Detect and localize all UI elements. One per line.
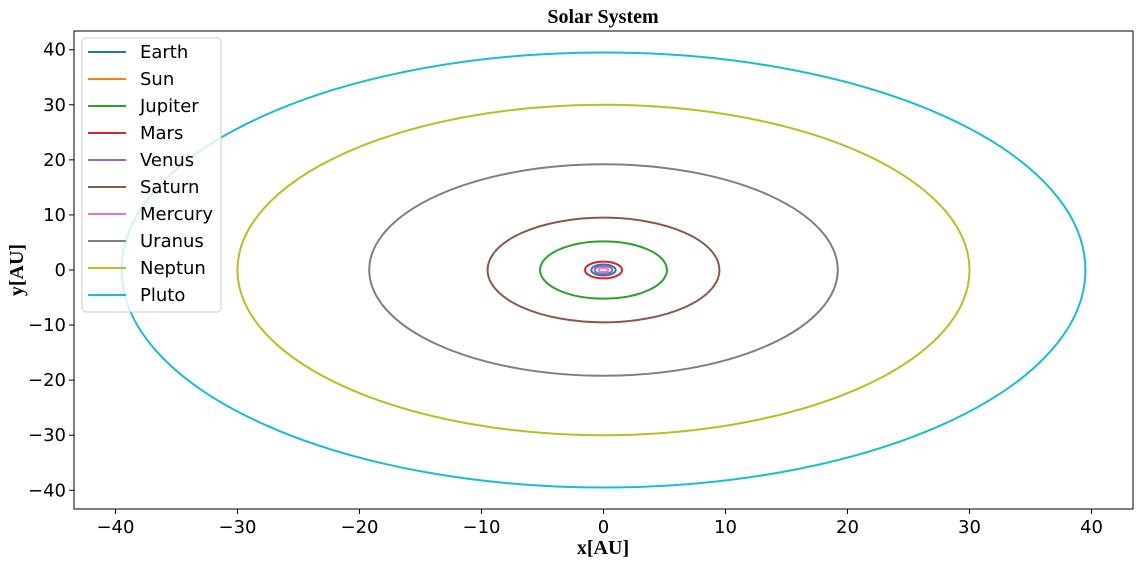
axis-ticks: −40 −30 −20 −10 0 10 20 30 40 −40 −30 −20 −10 0 10 20 30… [28,40,1103,538]
legend-label-pluto: Pluto [140,285,185,306]
legend-label-saturn: Saturn [140,177,199,198]
orbit-neptun [236,103,971,437]
y-tick-label: 20 [43,150,66,171]
y-tick-label: −20 [28,370,66,391]
y-tick-label: 0 [55,260,66,281]
y-tick-label: −10 [28,315,66,336]
x-tick-label: 0 [598,517,609,538]
x-tick-label: −30 [218,517,256,538]
x-axis-label: x[AU] [577,537,629,559]
legend-label-mars: Mars [140,123,183,144]
y-tick-label: −30 [28,425,66,446]
plot-area [73,30,1134,510]
x-tick-label: −20 [340,517,378,538]
chart-title: Solar System [547,6,659,28]
orbit-mars [583,260,624,280]
legend-label-jupiter: Jupiter [139,96,199,117]
orbit-uranus [368,163,839,377]
legend-label-venus: Venus [140,150,194,171]
y-tick-label: 10 [43,205,66,226]
x-tick-label: −40 [96,517,134,538]
x-tick-label: 40 [1080,517,1103,538]
orbit-earth [590,263,617,277]
y-tick-label: −40 [28,480,66,501]
orbit-lines [120,51,1087,489]
y-tick-label: 40 [43,40,66,61]
x-tick-label: 10 [714,517,737,538]
legend: Earth Sun Jupiter Mars Venus Saturn Mercury Ura… [81,37,222,313]
orbit-pluto [120,51,1087,489]
legend-label-mercury: Mercury [140,204,213,225]
legend-label-sun: Sun [140,69,174,90]
x-tick-label: 30 [958,517,981,538]
legend-label-earth: Earth [140,42,188,63]
orbit-venus [593,265,614,275]
legend-label-uranus: Uranus [140,231,204,252]
y-axis-label: y[AU] [6,244,28,296]
orbit-jupiter [539,240,668,300]
orbit-saturn [486,216,721,324]
orbit-mercury [597,266,610,274]
y-tick-label: 30 [43,95,66,116]
x-tick-label: −10 [462,517,500,538]
x-tick-label: 20 [836,517,859,538]
legend-label-neptun: Neptun [140,258,206,279]
